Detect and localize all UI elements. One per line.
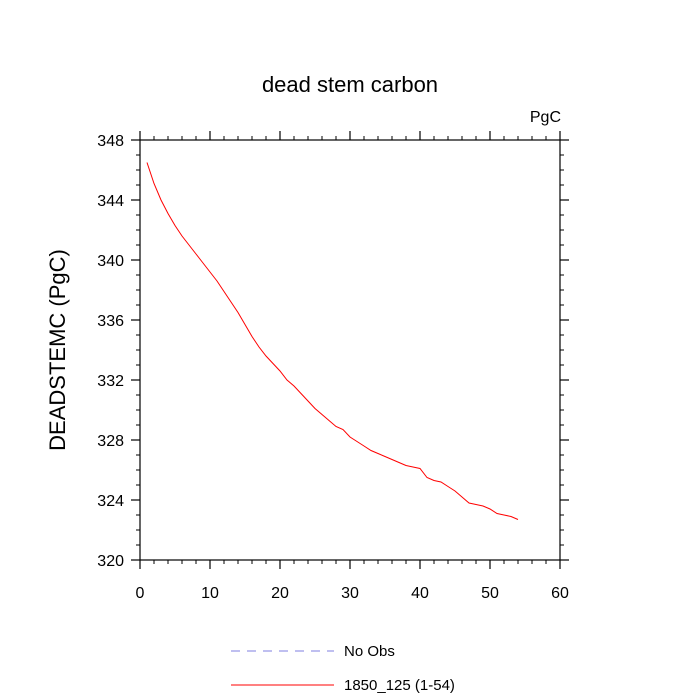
axis-tick-labels: 0 10 20 30 40 50 60 320 324 328 332 336 340 344 348 (97, 133, 569, 602)
y-tick-label: 324 (97, 493, 124, 510)
units-label: PgC (530, 109, 561, 126)
y-tick-label: 320 (97, 553, 124, 570)
legend-label-1: 1850_125 (1-54) (344, 677, 455, 694)
y-tick-label: 340 (97, 253, 124, 270)
y-tick-label: 336 (97, 313, 124, 330)
x-tick-label: 60 (551, 585, 569, 602)
x-tick-label: 20 (271, 585, 289, 602)
x-tick-label: 50 (481, 585, 499, 602)
legend-label-0: No Obs (344, 643, 395, 660)
series-line-1 (146, 162, 519, 520)
y-axis-label: DEADSTEMC (PgC) (45, 249, 70, 451)
axis-ticks (131, 131, 569, 569)
y-tick-label: 348 (97, 133, 124, 150)
x-tick-label: 40 (411, 585, 429, 602)
plot-frame (139, 139, 561, 561)
y-tick-label: 332 (97, 373, 124, 390)
legend: No Obs 1850_125 (1-54) (231, 643, 455, 694)
y-tick-label: 328 (97, 433, 124, 450)
x-tick-label: 30 (341, 585, 359, 602)
x-tick-label: 10 (201, 585, 219, 602)
chart-title: dead stem carbon (262, 72, 438, 97)
series-lines (146, 162, 519, 520)
x-tick-label: 0 (136, 585, 145, 602)
y-tick-label: 344 (97, 193, 124, 210)
